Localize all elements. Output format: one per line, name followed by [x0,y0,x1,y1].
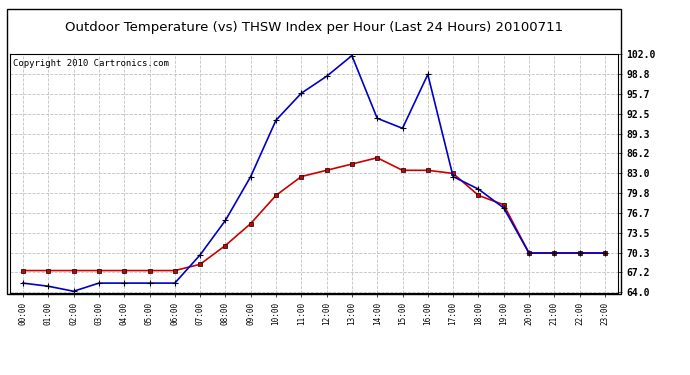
Text: Copyright 2010 Cartronics.com: Copyright 2010 Cartronics.com [13,59,169,68]
Text: Outdoor Temperature (vs) THSW Index per Hour (Last 24 Hours) 20100711: Outdoor Temperature (vs) THSW Index per … [65,21,563,34]
